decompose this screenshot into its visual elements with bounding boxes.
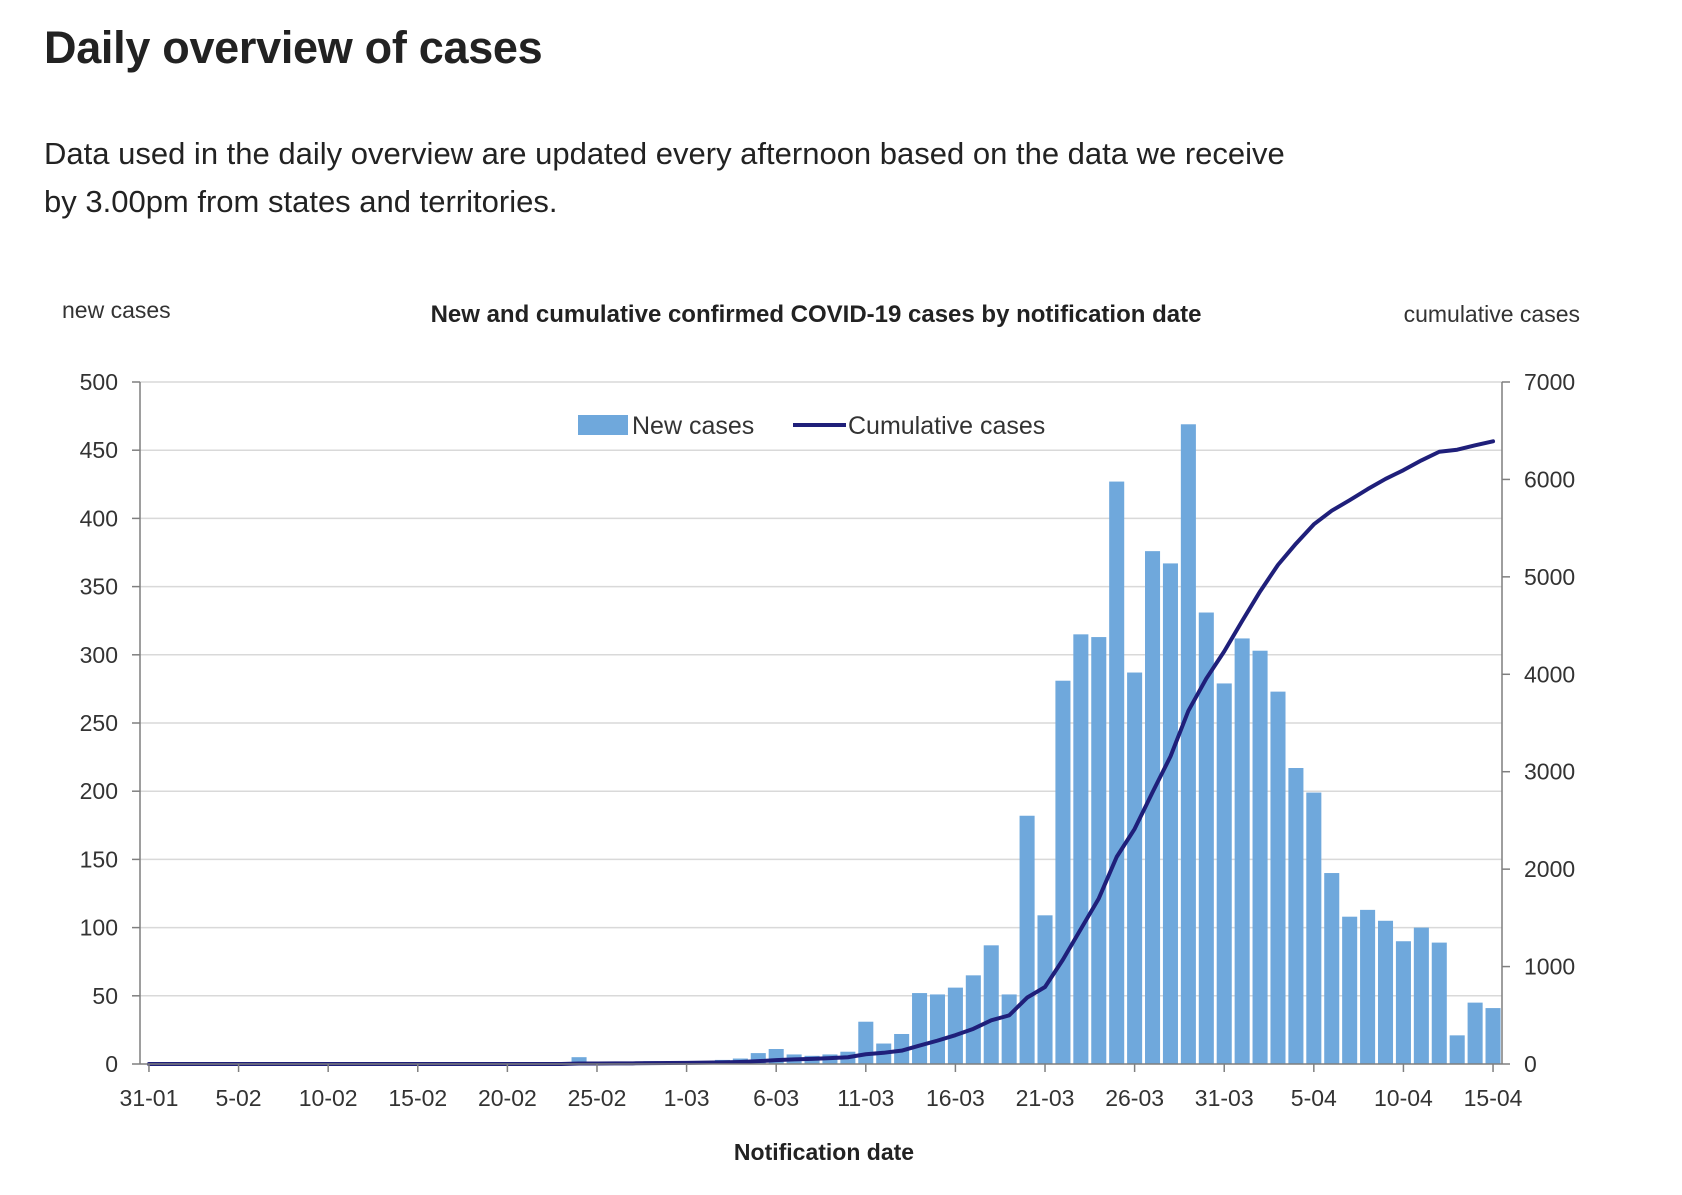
x-tick-label: 5-02 (216, 1085, 262, 1111)
left-tick-label: 500 (80, 369, 118, 395)
new-cases-bar (983, 945, 999, 1064)
left-tick-label: 450 (80, 437, 118, 463)
new-cases-bar (1413, 927, 1429, 1064)
axes: 0501001502002503003504004505000100020003… (80, 369, 1576, 1111)
new-cases-bar (1342, 916, 1358, 1064)
new-cases-bar (912, 993, 928, 1064)
left-tick-label: 300 (80, 642, 118, 668)
new-cases-bar (1288, 768, 1304, 1064)
legend-label-new-cases: New cases (632, 412, 754, 440)
left-axis-label: new cases (62, 297, 171, 323)
x-tick-label: 21-03 (1016, 1085, 1075, 1111)
left-tick-label: 150 (80, 846, 118, 872)
new-cases-bar (1037, 915, 1053, 1064)
legend-label-cumulative-cases: Cumulative cases (848, 412, 1045, 440)
right-tick-label: 2000 (1524, 856, 1575, 882)
x-tick-label: 31-01 (120, 1085, 179, 1111)
new-cases-bar (1431, 942, 1447, 1064)
left-tick-label: 350 (80, 574, 118, 600)
new-cases-bar (1001, 994, 1017, 1064)
new-cases-bar (1055, 680, 1071, 1064)
intro-line-2: by 3.00pm from states and territories. (44, 184, 558, 219)
new-cases-bar (1449, 1035, 1465, 1064)
new-cases-bar (1145, 551, 1161, 1064)
new-cases-bar (1324, 873, 1340, 1064)
new-cases-bar (1467, 1002, 1483, 1064)
right-axis-label: cumulative cases (1404, 301, 1580, 327)
x-tick-label: 11-03 (837, 1085, 894, 1111)
new-cases-bar (947, 987, 963, 1064)
x-tick-label: 10-02 (299, 1085, 358, 1111)
x-tick-label: 26-03 (1105, 1085, 1164, 1111)
new-cases-bar (750, 1053, 766, 1064)
right-tick-label: 3000 (1524, 759, 1575, 785)
new-cases-bar (1216, 683, 1232, 1064)
new-cases-bar (1395, 941, 1411, 1064)
x-tick-label: 1-03 (664, 1085, 710, 1111)
right-tick-label: 6000 (1524, 466, 1575, 492)
left-tick-label: 100 (80, 915, 118, 941)
chart-title: New and cumulative confirmed COVID-19 ca… (431, 301, 1202, 328)
left-tick-label: 50 (92, 983, 118, 1009)
new-cases-bar (1306, 792, 1322, 1064)
right-tick-label: 4000 (1524, 661, 1575, 687)
page-heading: Daily overview of cases (44, 22, 543, 73)
new-cases-bar (1270, 691, 1286, 1064)
left-tick-label: 0 (105, 1051, 118, 1077)
new-cases-bar (1360, 909, 1376, 1064)
new-cases-bar (571, 1057, 587, 1064)
x-tick-label: 5-04 (1291, 1085, 1337, 1111)
new-cases-bar (1198, 612, 1214, 1064)
legend: New cases Cumulative cases (578, 412, 1045, 440)
x-tick-label: 6-03 (753, 1085, 799, 1111)
x-tick-label: 10-04 (1374, 1085, 1433, 1111)
new-cases-bar (1091, 637, 1107, 1064)
new-cases-bar (1377, 920, 1394, 1064)
new-cases-bar (1234, 638, 1250, 1064)
new-cases-bar (965, 975, 981, 1064)
intro-line-1: Data used in the daily overview are upda… (44, 136, 1285, 171)
new-cases-bar (1180, 424, 1196, 1064)
new-cases-bar (1127, 672, 1143, 1064)
new-cases-bar (1019, 815, 1035, 1064)
new-cases-bar (858, 1021, 874, 1064)
x-axis-title: Notification date (734, 1139, 914, 1165)
right-tick-label: 0 (1524, 1051, 1537, 1077)
new-cases-bar (1252, 650, 1268, 1064)
right-tick-label: 5000 (1524, 564, 1575, 590)
new-cases-bar (1162, 563, 1178, 1064)
x-tick-label: 15-04 (1464, 1085, 1523, 1111)
right-tick-label: 1000 (1524, 954, 1575, 980)
new-cases-bar (1109, 481, 1125, 1064)
intro-paragraph: Data used in the daily overview are upda… (44, 130, 1424, 226)
left-tick-label: 250 (80, 710, 118, 736)
new-cases-bars (571, 424, 1501, 1064)
x-tick-label: 16-03 (926, 1085, 985, 1111)
left-tick-label: 200 (80, 778, 118, 804)
new-cases-bar (929, 994, 946, 1064)
new-cases-bar (1485, 1008, 1501, 1064)
x-tick-label: 20-02 (478, 1085, 537, 1111)
x-tick-label: 15-02 (388, 1085, 447, 1111)
new-cases-bar (1073, 634, 1089, 1064)
x-tick-label: 31-03 (1195, 1085, 1254, 1111)
left-tick-label: 400 (80, 505, 118, 531)
right-tick-label: 7000 (1524, 369, 1575, 395)
legend-swatch-new-cases (578, 415, 628, 435)
x-tick-label: 25-02 (568, 1085, 627, 1111)
